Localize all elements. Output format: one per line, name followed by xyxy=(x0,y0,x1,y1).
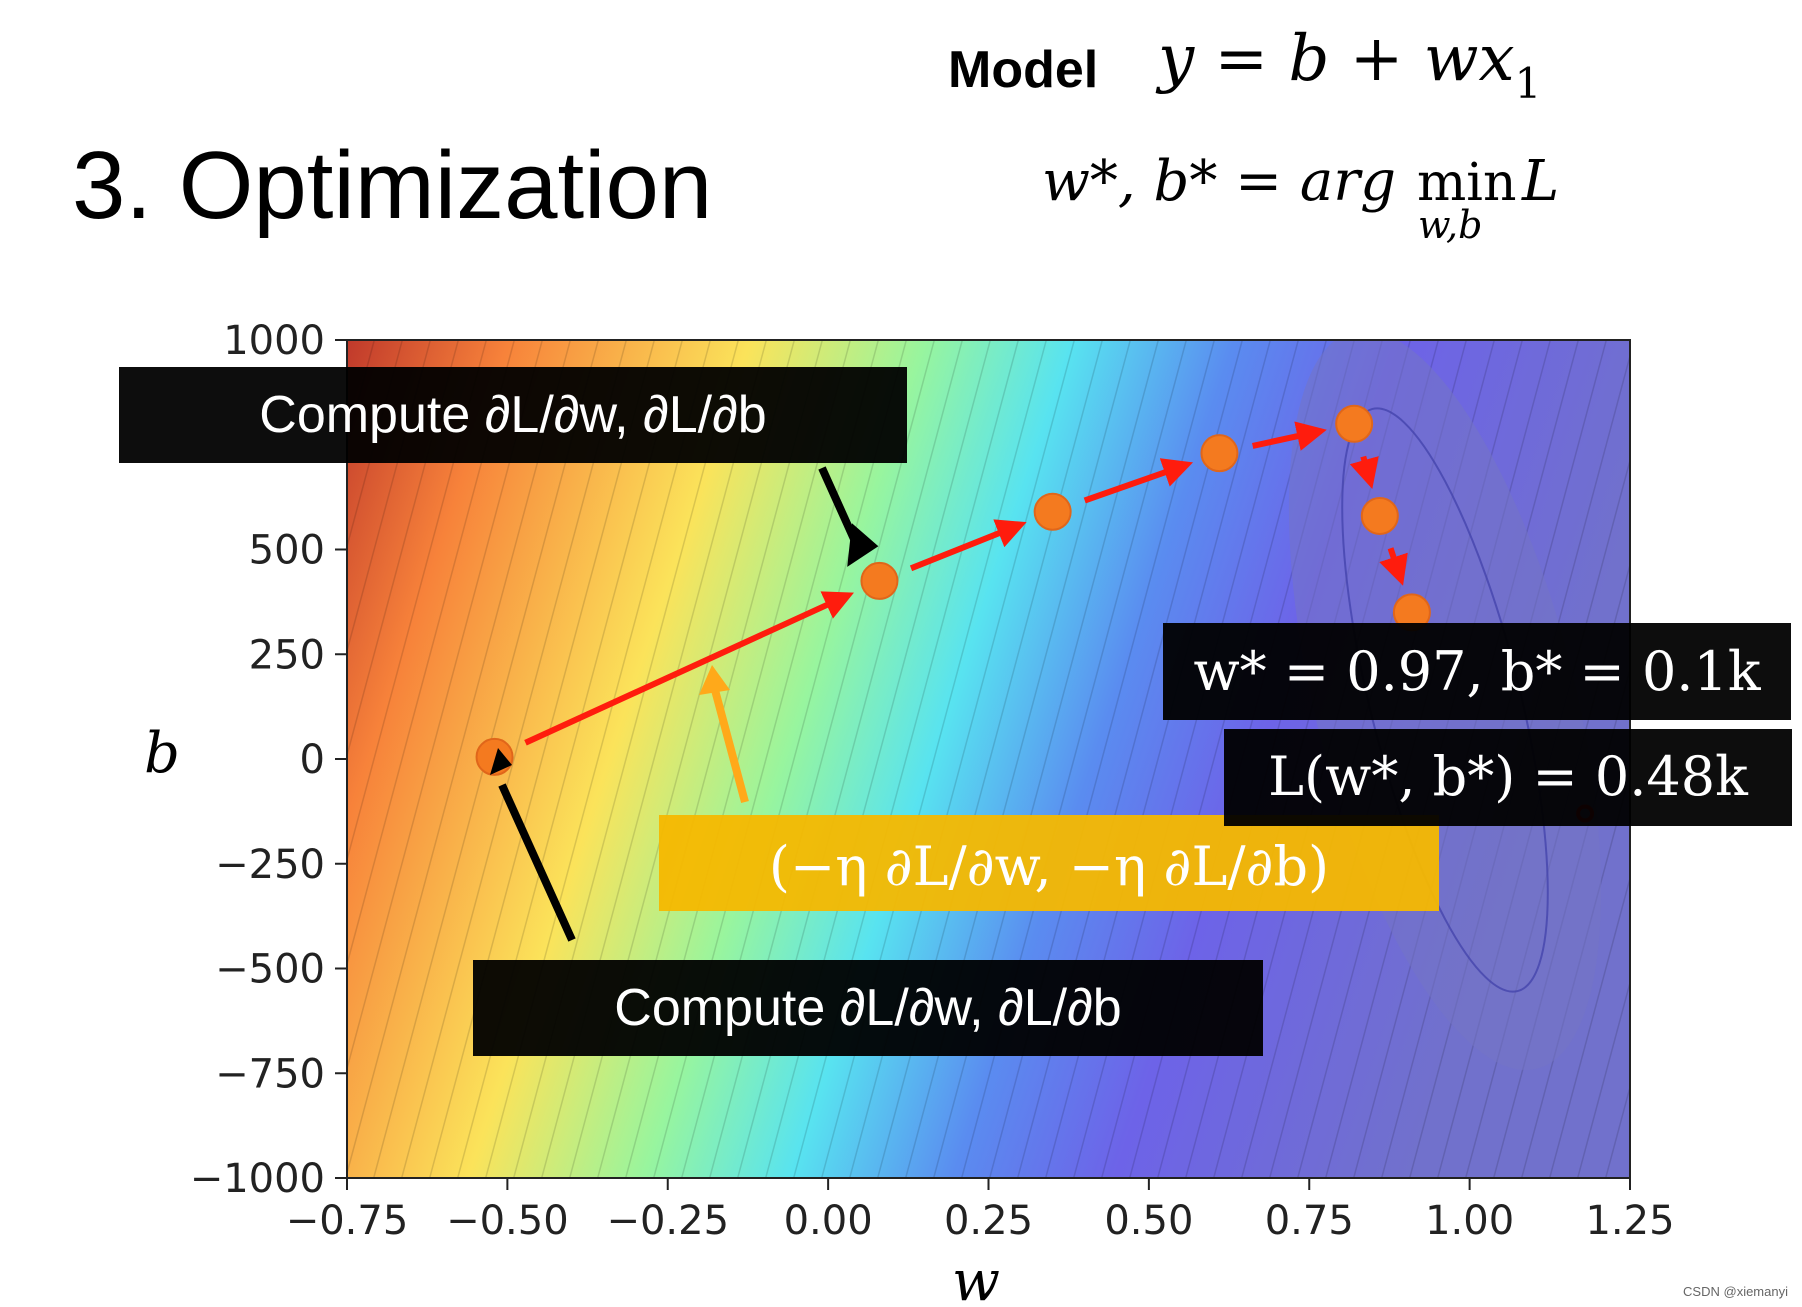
y-tick-label: −750 xyxy=(215,1051,325,1097)
contour-line xyxy=(347,340,544,1072)
y-axis-label: b xyxy=(144,721,180,786)
model-equation: y = b + wx1 xyxy=(1155,22,1541,108)
x-tick-label: 0.50 xyxy=(1104,1198,1193,1244)
x-tick-label: 0.25 xyxy=(944,1198,1033,1244)
compute-bottom-arrowhead xyxy=(490,748,512,775)
x-tick-label: −0.50 xyxy=(446,1198,569,1244)
y-tick-label: 0 xyxy=(300,737,325,783)
contour-line xyxy=(347,340,572,1176)
objective-min: min xyxy=(1417,153,1516,213)
model-label: Model xyxy=(948,41,1098,99)
descent-arrow xyxy=(1252,421,1327,451)
update-step-arrowhead xyxy=(699,665,730,695)
result-params-box: w* = 0.97, b* = 0.1k xyxy=(1163,623,1791,720)
descent-arrow xyxy=(909,519,1027,572)
descent-arrow xyxy=(1379,547,1408,586)
contour-line xyxy=(347,340,460,759)
contour-line xyxy=(1576,979,1630,1178)
descent-arrow xyxy=(524,591,854,746)
x-tick-label: 1.25 xyxy=(1585,1198,1674,1244)
y-tick-label: 1000 xyxy=(223,318,325,364)
contour-line xyxy=(347,340,432,654)
objective-rhs: L xyxy=(1521,149,1559,214)
watermark: CSDN @xiemanyi xyxy=(1683,1284,1788,1299)
y-tick-label: 250 xyxy=(249,632,325,678)
y-tick-label: 500 xyxy=(249,528,325,574)
compute-bottom-box: Compute ∂L/∂w, ∂L/∂b xyxy=(473,960,1263,1056)
contour-line xyxy=(0,330,97,1188)
compute-top-text: Compute ∂L/∂w, ∂L/∂b xyxy=(259,386,766,444)
update-step-text: (−η ∂L/∂w, −η ∂L/∂b) xyxy=(769,835,1329,898)
x-tick-label: 0.75 xyxy=(1265,1198,1354,1244)
contour-line xyxy=(347,340,516,968)
descent-point xyxy=(860,561,899,600)
y-tick-label: −1000 xyxy=(190,1156,325,1202)
contour-line xyxy=(400,340,628,1178)
descent-point xyxy=(1360,496,1399,535)
y-axis-ticks: 1000 500 250 0 −250 −500 −750 −1000 xyxy=(190,318,347,1202)
objective-subscript: w,b xyxy=(1418,203,1482,247)
slide-title: 3. Optimization xyxy=(72,132,712,239)
compute-top-box: Compute ∂L/∂w, ∂L/∂b xyxy=(119,367,907,463)
descent-point xyxy=(1335,404,1374,443)
x-tick-label: −0.25 xyxy=(606,1198,729,1244)
descent-arrows xyxy=(524,421,1408,746)
contour-line xyxy=(1548,875,1630,1178)
contour-line xyxy=(347,340,404,550)
x-tick-label: 1.00 xyxy=(1425,1198,1514,1244)
objective-lhs: w*, b* = arg xyxy=(1042,149,1396,214)
contour-line xyxy=(347,340,488,863)
y-tick-label: −500 xyxy=(215,947,325,993)
x-axis-ticks: −0.75 −0.50 −0.25 0.00 0.25 0.50 0.75 1.00 1.25 xyxy=(286,1178,1675,1244)
result-loss-box: L(w*, b*) = 0.48k xyxy=(1224,729,1792,826)
contour-line xyxy=(0,330,125,1188)
compute-top-arrowhead xyxy=(847,523,879,567)
compute-bottom-text: Compute ∂L/∂w, ∂L/∂b xyxy=(614,979,1121,1037)
x-tick-label: −0.75 xyxy=(286,1198,409,1244)
contour-line xyxy=(428,340,656,1178)
descent-arrow xyxy=(1349,455,1379,490)
descent-point xyxy=(1200,434,1239,473)
descent-point xyxy=(1033,492,1072,531)
compute-bottom-arrow xyxy=(498,783,576,942)
update-step-box: (−η ∂L/∂w, −η ∂L/∂b) xyxy=(659,815,1439,911)
x-tick-label: 0.00 xyxy=(784,1198,873,1244)
x-axis-label: w xyxy=(952,1249,1000,1307)
descent-arrow xyxy=(1083,458,1194,504)
update-step-arrow xyxy=(711,688,749,804)
y-tick-label: −250 xyxy=(215,842,325,888)
result-params-text: w* = 0.97, b* = 0.1k xyxy=(1193,640,1761,703)
result-loss-text: L(w*, b*) = 0.48k xyxy=(1268,745,1749,808)
